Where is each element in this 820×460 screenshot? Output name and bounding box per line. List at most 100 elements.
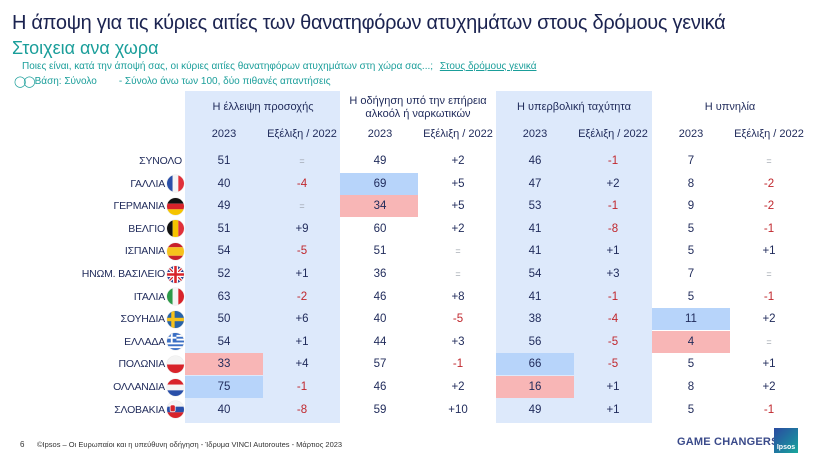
change-value: -1 (607, 155, 619, 167)
change-value: +2 (606, 177, 620, 190)
value-2023: 5 (687, 403, 695, 416)
column-header-change: Εξέλιξη / 2022 (578, 128, 648, 140)
value-2023: 56 (528, 335, 542, 348)
change-value: = (455, 246, 461, 257)
value-2023: 59 (373, 403, 387, 416)
column-header-change: Εξέλιξη / 2022 (734, 128, 804, 140)
value-2023: 40 (217, 403, 231, 416)
highlight-low-cell (652, 330, 730, 353)
column-header-year: 2023 (678, 128, 704, 140)
column-group-header: Η οδήγηση υπό την επήρεια αλκοόλ ή ναρκω… (349, 95, 487, 120)
country-label: ΓΑΛΛΙΑ (130, 177, 165, 190)
change-value: = (299, 156, 305, 166)
column-header-year: 2023 (211, 128, 237, 140)
change-value: -1 (607, 290, 619, 303)
value-2023: 63 (217, 290, 231, 303)
value-2023: 53 (528, 200, 542, 213)
value-2023: 5 (687, 222, 695, 235)
netherlands-flag-icon (167, 378, 184, 396)
value-2023: 49 (217, 200, 231, 213)
value-2023: 46 (373, 290, 387, 303)
value-2023: 51 (373, 245, 387, 258)
value-2023: 4 (687, 335, 695, 348)
value-2023: 11 (685, 313, 697, 326)
change-value: +10 (448, 403, 468, 416)
highlight-low-cell (340, 195, 418, 218)
country-label: ΗΝΩΜ. ΒΑΣΙΛΕΙΟ (81, 268, 166, 280)
france-flag-icon (167, 175, 184, 193)
question-link[interactable]: Στους δρόμους γενικά (439, 61, 537, 72)
change-value: +3 (451, 335, 465, 348)
highlight-high-cell (496, 353, 574, 376)
page-subtitle: Στοιχεια ανα χωρα (12, 38, 159, 58)
value-2023: 7 (687, 155, 695, 167)
value-2023: 54 (217, 335, 231, 348)
column-header-year: 2023 (367, 128, 393, 140)
change-value: -5 (607, 358, 619, 371)
value-2023: 7 (687, 268, 695, 280)
value-2023: 46 (528, 155, 542, 167)
change-value: -1 (763, 222, 775, 235)
value-2023: 51 (217, 155, 231, 167)
change-value: -1 (763, 403, 775, 416)
value-2023: 66 (528, 358, 542, 371)
country-label: ΟΛΛΑΝΔΙΑ (113, 381, 165, 393)
italy-flag-icon (167, 288, 184, 306)
change-value: -1 (452, 358, 464, 371)
question-text: Ποιες είναι, κατά την άποψή σας, οι κύρι… (22, 61, 434, 72)
value-2023: 50 (217, 313, 231, 326)
survey-question: Ποιες είναι, κατά την άποψή σας, οι κύρι… (22, 61, 537, 72)
value-2023: 34 (373, 200, 387, 213)
change-value: +1 (762, 358, 776, 371)
change-value: +3 (606, 268, 620, 280)
change-value: +2 (451, 381, 465, 393)
change-value: -5 (452, 313, 464, 326)
slovakia-flag-icon (167, 401, 184, 419)
highlight-high-cell (652, 308, 730, 331)
change-value: -2 (296, 290, 308, 303)
change-value: = (455, 269, 461, 279)
country-label: ΣΥΝΟΛΟ (139, 155, 182, 167)
germany-flag-icon (167, 197, 184, 215)
belgium-flag-icon (167, 220, 184, 238)
change-value: +5 (451, 177, 465, 190)
value-2023: 5 (687, 290, 695, 303)
value-2023: 41 (528, 222, 542, 235)
change-value: -2 (763, 177, 775, 190)
country-label: ΒΕΛΓΙΟ (128, 222, 165, 235)
base-label: Βάση: Σύνολο (34, 76, 97, 87)
value-2023: 51 (217, 222, 231, 235)
value-2023: 69 (373, 177, 387, 190)
change-value: = (766, 336, 772, 347)
value-2023: 41 (528, 245, 542, 258)
change-value: -1 (607, 200, 619, 213)
greece-flag-icon (167, 333, 184, 351)
value-2023: 49 (373, 155, 387, 167)
change-value: +1 (762, 245, 776, 258)
change-value: +5 (451, 200, 465, 213)
value-2023: 36 (373, 268, 387, 280)
highlight-low-cell (496, 376, 574, 398)
change-value: +4 (295, 358, 309, 371)
change-value: -8 (607, 222, 619, 235)
change-value: +2 (762, 381, 776, 393)
value-2023: 49 (528, 403, 542, 416)
ipsos-logo: Ipsos (774, 428, 798, 453)
country-label: ΙΣΠΑΝΙΑ (124, 245, 165, 258)
value-2023: 60 (373, 222, 387, 235)
sweden-flag-icon (167, 310, 184, 328)
change-value: -4 (607, 313, 619, 326)
change-value: +1 (295, 335, 309, 348)
value-2023: 5 (687, 245, 695, 258)
value-2023: 75 (217, 381, 231, 393)
value-2023: 33 (217, 358, 231, 371)
footer-source: ©Ipsos – Οι Ευρωπαίοι και η υπεύθυνη οδή… (37, 440, 343, 449)
change-value: -5 (296, 245, 308, 258)
page-title: Η άποψη για τις κύριες αιτίες των θανατη… (12, 12, 726, 34)
value-2023: 8 (687, 177, 695, 190)
value-2023: 9 (687, 200, 695, 213)
value-2023: 54 (528, 268, 542, 280)
base-info: ◯◯ Βάση: Σύνολο - Σύνολο άνω των 100, δύ… (14, 75, 331, 88)
change-value: -8 (296, 403, 308, 416)
value-2023: 40 (373, 313, 387, 326)
